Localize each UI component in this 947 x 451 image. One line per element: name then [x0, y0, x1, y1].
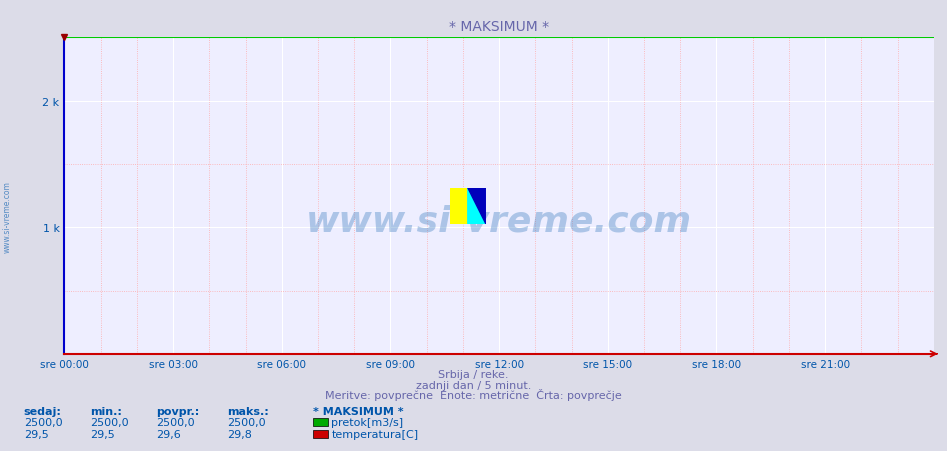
Title: * MAKSIMUM *: * MAKSIMUM * — [449, 20, 549, 34]
Text: 2500,0: 2500,0 — [156, 417, 195, 427]
Text: Srbija / reke.: Srbija / reke. — [438, 369, 509, 379]
Text: pretok[m3/s]: pretok[m3/s] — [331, 417, 403, 427]
Text: sedaj:: sedaj: — [24, 406, 62, 416]
Text: 2500,0: 2500,0 — [227, 417, 266, 427]
Text: * MAKSIMUM *: * MAKSIMUM * — [313, 406, 403, 416]
Text: 29,5: 29,5 — [24, 429, 48, 439]
Text: zadnji dan / 5 minut.: zadnji dan / 5 minut. — [416, 380, 531, 390]
Text: www.si-vreme.com: www.si-vreme.com — [3, 180, 12, 253]
Text: 29,8: 29,8 — [227, 429, 252, 439]
Text: www.si-vreme.com: www.si-vreme.com — [306, 204, 692, 239]
Text: temperatura[C]: temperatura[C] — [331, 429, 419, 439]
Text: Meritve: povprečne  Enote: metrične  Črta: povprečje: Meritve: povprečne Enote: metrične Črta:… — [325, 388, 622, 400]
Bar — [450, 189, 468, 224]
Text: 29,5: 29,5 — [90, 429, 115, 439]
Polygon shape — [468, 189, 486, 224]
Text: povpr.:: povpr.: — [156, 406, 200, 416]
Text: min.:: min.: — [90, 406, 122, 416]
Polygon shape — [468, 189, 486, 224]
Text: maks.:: maks.: — [227, 406, 269, 416]
Text: 2500,0: 2500,0 — [90, 417, 129, 427]
Text: 2500,0: 2500,0 — [24, 417, 63, 427]
Text: 29,6: 29,6 — [156, 429, 181, 439]
